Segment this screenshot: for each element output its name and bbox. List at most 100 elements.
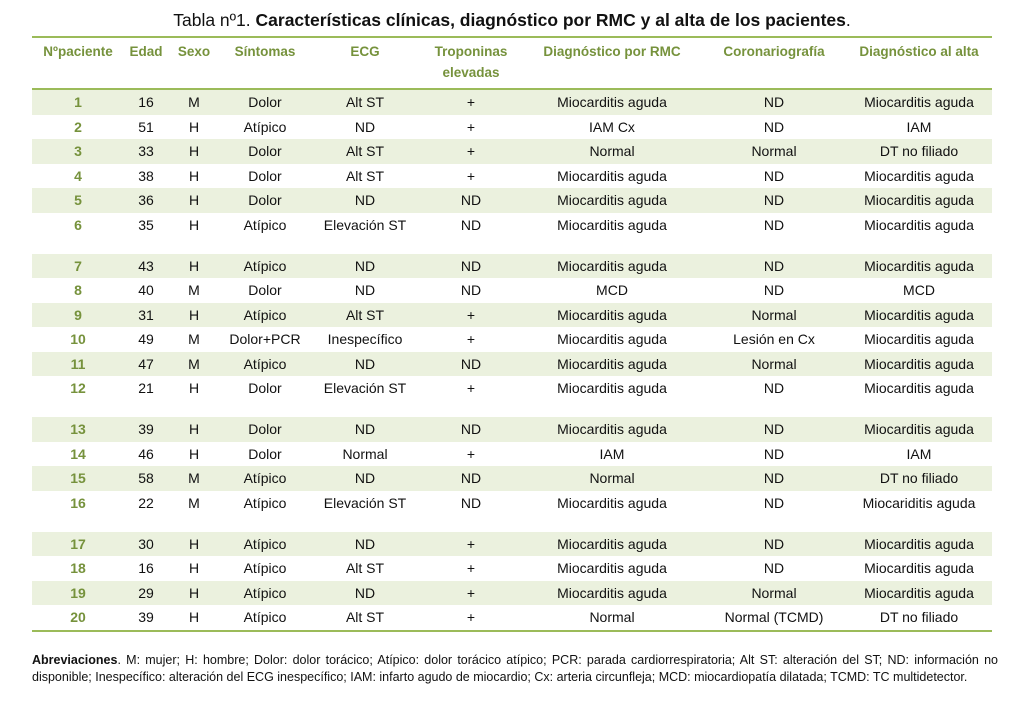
cell-coronary-angiography: ND: [702, 417, 846, 442]
cell-age: 58: [124, 466, 168, 491]
cell-patient-number: 6: [74, 216, 82, 233]
table-row: 11 47 M Atípico ND ND Miocarditis aguda Normal M…: [32, 351, 992, 376]
cell-discharge-diagnosis: Miocarditis aguda: [846, 351, 992, 376]
cell-coronary-angiography: Normal: [702, 302, 846, 327]
cell-symptoms: Atípico: [243, 118, 287, 135]
cell-symptoms: Dolor: [248, 282, 282, 299]
header-symptoms: Síntomas: [220, 36, 310, 90]
cell-age: 46: [138, 445, 154, 462]
cell-ecg: Alt ST: [345, 560, 385, 577]
cell-age: 16: [124, 89, 168, 115]
cell-discharge-diagnosis: Miocarditis aguda: [846, 188, 992, 213]
cell-discharge-diagnosis: DT no filiado: [846, 139, 992, 164]
cell-troponins: ND: [460, 216, 482, 233]
cell-symptoms: Atípico: [220, 351, 310, 376]
table-row: 3 33 H Dolor Alt ST + Normal Normal DT no filiad…: [32, 139, 992, 164]
cell-troponins: ND: [420, 188, 522, 213]
cell-troponins: ND: [460, 494, 482, 511]
header-coronary-angiography: Coronariografía: [702, 36, 846, 90]
cell-mri-diagnosis: Normal: [522, 466, 702, 491]
cell-coronary-angiography: ND: [702, 466, 846, 491]
cell-sex: H: [168, 302, 220, 327]
cell-troponins: +: [466, 380, 476, 396]
cell-coronary-angiography: ND: [763, 216, 785, 233]
cell-coronary-angiography: Lesión en Cx: [733, 331, 815, 348]
cell-ecg: Alt ST: [310, 605, 420, 632]
cell-discharge-diagnosis: Miocarditis aguda: [846, 417, 992, 442]
cell-patient-number: 14: [70, 445, 86, 462]
cell-coronary-angiography: Normal: [702, 351, 846, 376]
cell-patient-number: 12: [70, 380, 86, 396]
table-row: 12 21 H Dolor Elevación ST + Miocarditis aguda…: [32, 376, 992, 417]
cell-age: 40: [138, 282, 154, 299]
cell-age: 35: [138, 216, 154, 233]
cell-mri-diagnosis: Miocarditis aguda: [557, 494, 667, 511]
table-row: 4 38 H Dolor Alt ST + Miocarditis aguda ND Mioca…: [32, 164, 992, 189]
cell-discharge-diagnosis: Miocarditis aguda: [864, 216, 974, 233]
patients-table: Nºpaciente Edad Sexo Síntomas ECG Tropon…: [32, 36, 992, 632]
cell-symptoms: Atípico: [220, 580, 310, 605]
cell-discharge-diagnosis: Miocarditis aguda: [846, 580, 992, 605]
cell-troponins: +: [466, 560, 476, 577]
cell-coronary-angiography: Normal: [702, 580, 846, 605]
cell-age: 16: [138, 560, 154, 577]
cell-patient-number: 3: [32, 139, 124, 164]
cell-symptoms: Dolor: [248, 167, 282, 184]
cell-patient-number: 9: [32, 302, 124, 327]
table-row: 19 29 H Atípico ND + Miocarditis aguda Normal Mi…: [32, 580, 992, 605]
cell-discharge-diagnosis: IAM: [906, 445, 932, 462]
table-row: 20 39 H Atípico Alt ST + Normal Normal (TCMD) DT…: [32, 605, 992, 632]
cell-discharge-diagnosis: IAM: [906, 118, 932, 135]
cell-troponins: +: [420, 605, 522, 632]
cell-troponins: +: [466, 167, 476, 184]
patients-table-container: Nºpaciente Edad Sexo Síntomas ECG Tropon…: [32, 36, 992, 632]
cell-age: 22: [138, 494, 154, 511]
header-troponins: Troponinas elevadas: [420, 36, 522, 90]
cell-troponins: +: [466, 118, 476, 135]
cell-patient-number: 16: [70, 494, 86, 511]
cell-sex: H: [188, 380, 200, 396]
cell-symptoms: Dolor: [220, 188, 310, 213]
cell-symptoms: Dolor: [220, 139, 310, 164]
cell-ecg: Elevación ST: [323, 494, 407, 511]
cell-mri-diagnosis: Miocarditis aguda: [557, 380, 667, 396]
cell-discharge-diagnosis: Miocarditis aguda: [864, 560, 974, 577]
cell-symptoms: Dolor: [220, 89, 310, 115]
cell-mri-diagnosis: MCD: [596, 282, 628, 299]
header-age: Edad: [124, 36, 168, 90]
cell-troponins: +: [420, 89, 522, 115]
cell-troponins: ND: [420, 253, 522, 278]
cell-mri-diagnosis: Miocarditis aguda: [522, 89, 702, 115]
cell-ecg: ND: [310, 417, 420, 442]
header-sex: Sexo: [168, 36, 220, 90]
cell-patient-number: 18: [70, 560, 86, 577]
footnote-label: Abreviaciones: [32, 653, 118, 667]
cell-patient-number: 11: [32, 351, 124, 376]
cell-symptoms: Dolor: [248, 380, 282, 396]
cell-coronary-angiography: ND: [763, 494, 785, 511]
cell-sex: M: [168, 351, 220, 376]
cell-coronary-angiography: ND: [702, 531, 846, 556]
cell-patient-number: 10: [70, 331, 86, 348]
cell-troponins: ND: [420, 417, 522, 442]
cell-troponins: ND: [420, 351, 522, 376]
cell-ecg: ND: [310, 580, 420, 605]
cell-symptoms: Atípico: [243, 494, 287, 511]
cell-age: 29: [124, 580, 168, 605]
table-body: 1 16 M Dolor Alt ST + Miocarditis aguda ND Mioca…: [32, 89, 992, 632]
cell-patient-number: 15: [32, 466, 124, 491]
title-bold-text: Características clínicas, diagnóstico po…: [255, 10, 846, 30]
cell-age: 33: [124, 139, 168, 164]
cell-sex: H: [188, 560, 200, 577]
cell-patient-number: 17: [32, 531, 124, 556]
cell-sex: M: [188, 331, 200, 348]
cell-age: 39: [124, 417, 168, 442]
cell-ecg: Alt ST: [345, 167, 385, 184]
header-mri-diagnosis: Diagnóstico por RMC: [522, 36, 702, 90]
cell-discharge-diagnosis: Miocarditis aguda: [846, 89, 992, 115]
cell-symptoms: Atípico: [220, 605, 310, 632]
cell-mri-diagnosis: IAM: [599, 445, 625, 462]
cell-sex: M: [188, 494, 200, 511]
header-row: Nºpaciente Edad Sexo Síntomas ECG Tropon…: [32, 36, 992, 90]
table-row: 16 22 M Atípico Elevación ST ND Miocarditis ag…: [32, 491, 992, 532]
